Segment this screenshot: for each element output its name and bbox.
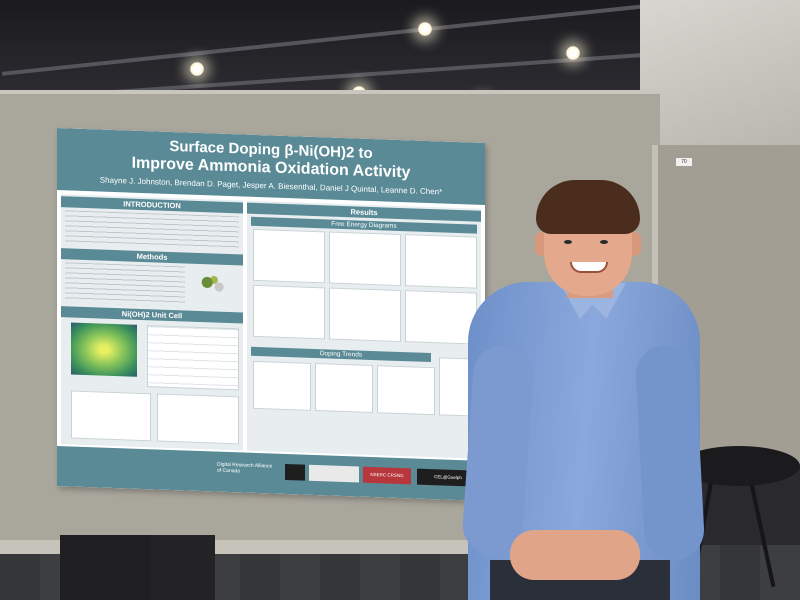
presenter-arm (634, 343, 706, 562)
methods-text (65, 262, 185, 307)
presenter-smile (570, 262, 608, 273)
free-energy-plot (253, 228, 325, 284)
poster-left-column: INTRODUCTION Methods Ni(OH)2 Unit Cell (61, 194, 243, 451)
free-energy-plot (405, 290, 477, 345)
research-poster: Surface Doping β-Ni(OH)2 to Improve Ammo… (57, 128, 485, 501)
section-doping-trends: Doping Trends (251, 346, 431, 363)
presenter-eye (564, 240, 572, 244)
free-energy-plot (253, 284, 325, 340)
visitor (60, 535, 150, 600)
molecule-image (197, 270, 231, 301)
ceiling-light (190, 62, 204, 76)
electrochemical-society-logo (309, 464, 359, 483)
nserc-logo: NSERC CRSNG (363, 466, 411, 485)
ceiling-light (418, 22, 432, 36)
presenter-hair (536, 180, 640, 234)
section-unit-cell: Ni(OH)2 Unit Cell (61, 306, 243, 324)
unit-cell-plot (157, 393, 239, 445)
presenter-eye (600, 240, 608, 244)
university-logo (285, 463, 305, 481)
unit-cell-table (147, 325, 239, 391)
visitor (150, 535, 215, 600)
free-energy-plot (329, 287, 401, 343)
doping-trend-plot (315, 363, 373, 414)
alliance-logo: Digital Research Alliance of Canada (217, 461, 273, 475)
presenter-hands (510, 530, 640, 580)
booth-tag: 70 (676, 158, 692, 166)
unit-cell-plot (71, 390, 151, 442)
ceiling-light (566, 46, 580, 60)
poster-results-column: Results Free Energy Diagrams Doping Tren… (247, 200, 481, 459)
doping-trend-plot (377, 365, 435, 416)
doping-trend-plot (253, 360, 311, 411)
intro-text (65, 210, 239, 251)
wall-right (640, 0, 800, 150)
free-energy-plot (329, 231, 401, 287)
unit-cell-heatmap (71, 322, 137, 377)
free-energy-plot (405, 234, 477, 289)
